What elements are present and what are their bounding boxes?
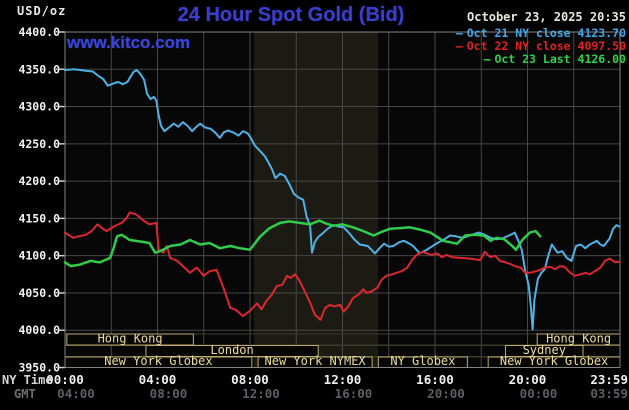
y-tick-label: 4250.0 [18,137,60,151]
x-tick-label-gmt: 00:00 [520,386,558,401]
x-tick-label-gmt: 20:00 [427,386,465,401]
legend-item-oct22: – Oct 22 NY close 4097.50 [456,40,626,53]
nymex-session-band [253,32,379,368]
legend-item-oct21: – Oct 21 NY close 4123.70 [456,27,626,40]
legend-item-oct23: – Oct 23 Last 4126.00 [456,52,627,66]
session-box-label: Hong Kong [546,332,611,346]
y-tick-label: 3950.0 [18,361,60,375]
x-tick-label-ny: 12:00 [324,372,362,387]
y-tick-label: 4350.0 [18,62,60,76]
legend: – Oct 21 NY close 4123.70 – Oct 22 NY clos… [456,27,626,66]
ny-time-axis-label: NY Time [2,373,53,387]
x-tick-label-ny: 08:00 [231,372,269,387]
session-box-label: New York Globex [104,354,212,368]
legend-label-oct21: Oct 21 NY close 4123.70 [466,26,626,40]
session-box-label: Sydney [523,343,566,357]
y-tick-label: 4100.0 [18,249,60,263]
legend-swatch-oct23-icon: – [483,52,491,66]
chart-title: 24 Hour Spot Gold (Bid) [177,4,405,26]
x-tick-label-gmt: 16:00 [335,386,373,401]
session-box-label: New York Globex [500,354,608,368]
series-line-oct-23-last [63,219,542,268]
session-box-label: Hong Kong [98,332,163,346]
plot-frame [64,31,621,368]
x-tick-label-ny: 04:00 [139,372,177,387]
session-box-hong-kong [66,333,194,346]
session-box-label: New York NYMEX [265,354,367,368]
series-line-oct-21-ny-close [64,68,621,331]
x-tick-label-ny: 16:00 [416,372,454,387]
series-line-oct-22-ny-close [64,211,621,321]
y-tick-label: 4050.0 [18,286,60,300]
legend-label-oct23: Oct 23 Last 4126.00 [494,52,626,66]
x-tick-label-ny: 23:59 [590,372,628,387]
kitco-watermark-link[interactable]: www.kitco.com [67,33,191,52]
y-tick-label: 4150.0 [18,211,60,225]
y-tick-label: 4300.0 [18,100,60,114]
legend-swatch-oct22-icon: – [455,39,463,53]
x-tick-label-gmt: 04:00 [57,386,95,401]
legend-label-oct22: Oct 22 NY close 4097.50 [466,39,626,53]
x-tick-label-ny: 20:00 [509,372,547,387]
y-tick-label: 4400.0 [18,25,60,39]
y-axis-unit-label: USD/oz [17,4,67,18]
x-tick-label-gmt: 12:00 [242,386,280,401]
chart-datetime: October 23, 2025 20:35 [467,10,626,24]
x-tick-label-ny: 00:00 [46,372,84,387]
gmt-axis-label: GMT [14,387,36,401]
session-box-label: NY Globex [390,354,455,368]
x-tick-label-gmt: 03:59 [590,386,628,401]
y-tick-label: 4000.0 [18,323,60,337]
session-box-label: London [210,343,253,357]
y-tick-label: 4200.0 [18,174,60,188]
x-tick-label-gmt: 08:00 [150,386,188,401]
legend-swatch-oct21-icon: – [455,26,463,40]
